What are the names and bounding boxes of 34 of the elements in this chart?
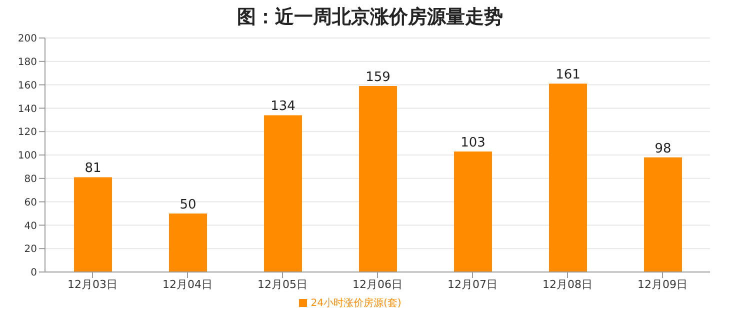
data-label: 161 (556, 68, 580, 83)
data-label: 134 (270, 99, 296, 114)
bar (359, 86, 397, 272)
x-tick-label: 12月06日 (352, 278, 402, 291)
data-label: 103 (460, 135, 486, 150)
y-tick-label: 160 (18, 80, 37, 92)
legend-label: 24小时涨价房源(套) (310, 298, 402, 309)
y-tick-label: 40 (24, 220, 37, 232)
y-tick-label: 60 (24, 197, 37, 208)
x-tick-label: 12月07日 (448, 278, 498, 291)
bar (74, 177, 112, 272)
bar (549, 84, 587, 272)
bar (454, 151, 492, 272)
y-tick-label: 100 (18, 150, 37, 162)
y-tick-label: 80 (24, 174, 37, 185)
y-tick-label: 120 (18, 127, 37, 138)
x-tick-label: 12月03日 (68, 278, 118, 291)
y-tick-label: 140 (18, 104, 37, 115)
chart-title: 图：近一周北京涨价房源量走势 (236, 5, 504, 30)
data-label: 81 (84, 161, 102, 176)
bar (169, 214, 207, 272)
x-tick-label: 12月04日 (162, 278, 212, 291)
y-tick-label: 0 (30, 268, 37, 279)
y-tick-label: 200 (18, 34, 37, 45)
bar (644, 157, 682, 272)
x-tick-label: 12月08日 (542, 278, 592, 291)
data-label: 98 (654, 141, 672, 156)
y-tick-label: 180 (18, 56, 37, 68)
data-label: 50 (180, 198, 196, 212)
y-tick-label: 20 (24, 244, 37, 256)
data-label: 159 (366, 70, 390, 85)
x-tick-label: 12月09日 (638, 278, 688, 291)
x-tick-label: 12月05日 (258, 278, 308, 291)
bar (264, 115, 302, 272)
